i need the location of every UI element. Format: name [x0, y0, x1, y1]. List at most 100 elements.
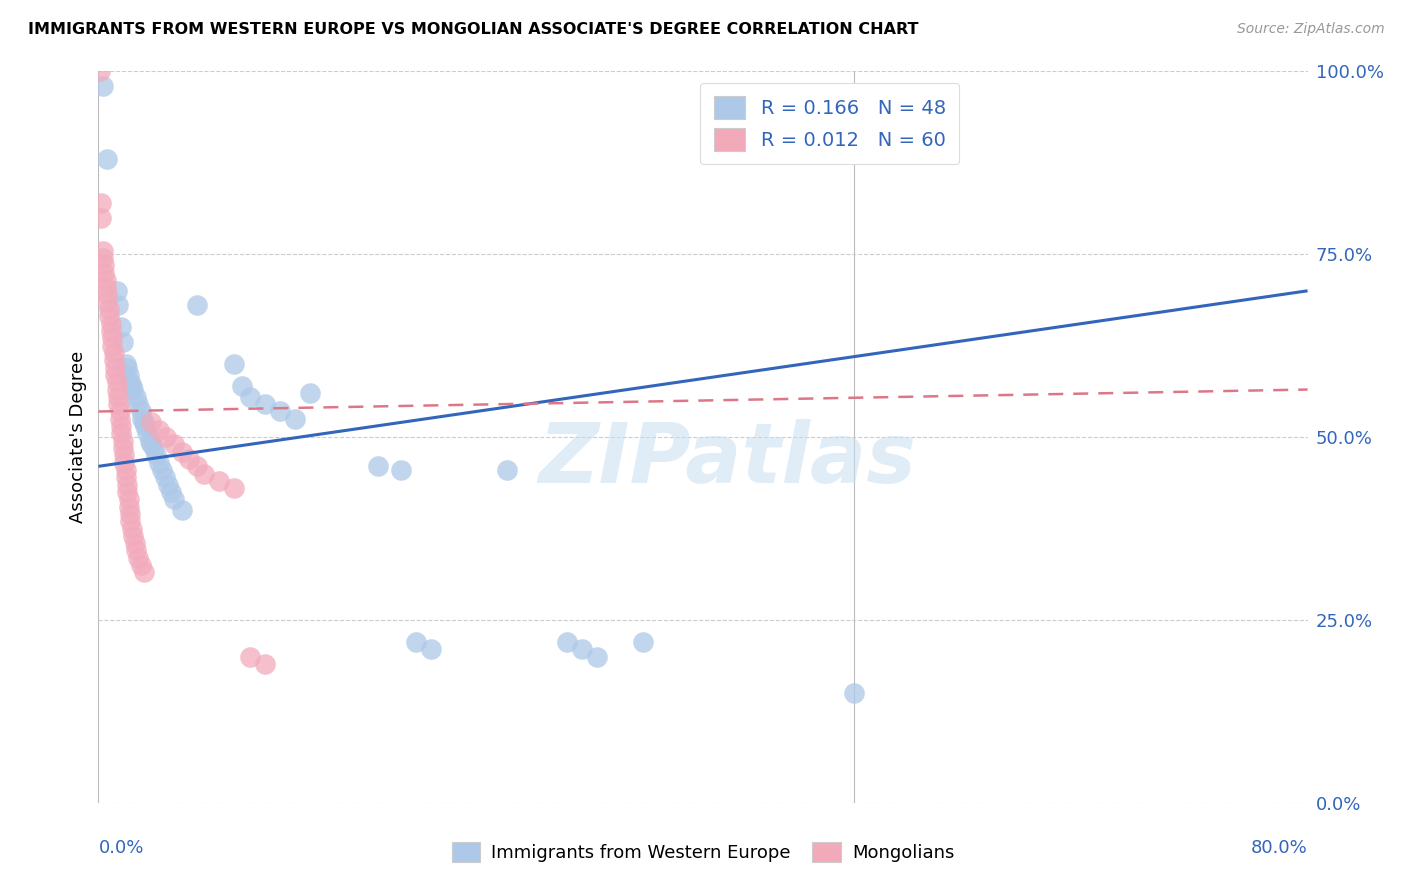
Point — [120, 507, 142, 521]
Point — [100, 324, 122, 338]
Legend: R = 0.166   N = 48, R = 0.012   N = 60: R = 0.166 N = 48, R = 0.012 N = 60 — [700, 83, 959, 164]
Point — [145, 448, 167, 462]
Point — [104, 360, 127, 375]
Point — [114, 463, 136, 477]
Point — [129, 404, 152, 418]
Point — [120, 376, 142, 390]
Point — [98, 310, 121, 324]
Point — [170, 444, 193, 458]
Point — [141, 437, 163, 451]
Point — [586, 649, 609, 664]
Point — [127, 397, 149, 411]
Point — [495, 463, 517, 477]
Point — [93, 266, 115, 280]
Point — [91, 244, 114, 258]
Y-axis label: Associate's Degree: Associate's Degree — [69, 351, 87, 524]
Point — [186, 298, 208, 312]
Point — [107, 298, 129, 312]
Point — [231, 379, 253, 393]
Point — [112, 448, 135, 462]
Point — [96, 152, 118, 166]
Point — [105, 284, 128, 298]
Point — [115, 485, 138, 500]
Point — [299, 386, 322, 401]
Point — [170, 503, 193, 517]
Point — [107, 397, 129, 411]
Point — [631, 635, 654, 649]
Point — [93, 258, 115, 272]
Point — [156, 477, 179, 491]
Point — [114, 470, 136, 484]
Point — [253, 397, 276, 411]
Point — [132, 566, 155, 580]
Point — [134, 419, 156, 434]
Point — [135, 426, 157, 441]
Point — [118, 500, 141, 514]
Text: Source: ZipAtlas.com: Source: ZipAtlas.com — [1237, 22, 1385, 37]
Point — [110, 419, 132, 434]
Point — [111, 441, 134, 455]
Point — [91, 251, 114, 265]
Point — [132, 416, 155, 430]
Point — [105, 376, 128, 390]
Point — [98, 301, 121, 317]
Point — [125, 543, 148, 558]
Point — [139, 434, 162, 448]
Point — [129, 558, 152, 573]
Point — [239, 390, 262, 404]
Point — [122, 383, 145, 397]
Point — [94, 280, 117, 294]
Point — [155, 430, 177, 444]
Point — [284, 412, 307, 426]
Point — [90, 196, 112, 211]
Point — [111, 334, 134, 349]
Point — [105, 383, 128, 397]
Point — [179, 452, 201, 467]
Point — [120, 514, 142, 528]
Point — [148, 456, 170, 470]
Point — [124, 536, 146, 550]
Point — [121, 379, 143, 393]
Point — [163, 492, 186, 507]
Point — [110, 320, 132, 334]
Point — [108, 404, 131, 418]
Point — [103, 353, 125, 368]
Point — [186, 459, 208, 474]
Point — [118, 492, 141, 507]
Point — [90, 211, 112, 225]
Point — [91, 78, 114, 93]
Point — [115, 360, 138, 375]
Text: 80.0%: 80.0% — [1251, 839, 1308, 857]
Point — [224, 357, 246, 371]
Point — [108, 412, 131, 426]
Point — [107, 390, 129, 404]
Point — [193, 467, 215, 481]
Point — [253, 657, 276, 671]
Point — [224, 481, 246, 495]
Text: IMMIGRANTS FROM WESTERN EUROPE VS MONGOLIAN ASSOCIATE'S DEGREE CORRELATION CHART: IMMIGRANTS FROM WESTERN EUROPE VS MONGOL… — [28, 22, 918, 37]
Point — [844, 686, 866, 700]
Point — [150, 463, 173, 477]
Point — [148, 423, 170, 437]
Point — [127, 550, 149, 565]
Point — [389, 463, 412, 477]
Point — [555, 635, 578, 649]
Point — [94, 273, 117, 287]
Point — [101, 338, 124, 352]
Point — [367, 459, 389, 474]
Legend: Immigrants from Western Europe, Mongolians: Immigrants from Western Europe, Mongolia… — [444, 834, 962, 870]
Point — [111, 434, 134, 448]
Point — [269, 404, 291, 418]
Point — [104, 368, 127, 382]
Point — [143, 441, 166, 455]
Point — [115, 477, 138, 491]
Point — [153, 470, 176, 484]
Point — [125, 390, 148, 404]
Point — [160, 485, 183, 500]
Point — [110, 426, 132, 441]
Point — [131, 412, 153, 426]
Point — [239, 649, 262, 664]
Point — [420, 642, 443, 657]
Point — [118, 368, 141, 382]
Point — [112, 456, 135, 470]
